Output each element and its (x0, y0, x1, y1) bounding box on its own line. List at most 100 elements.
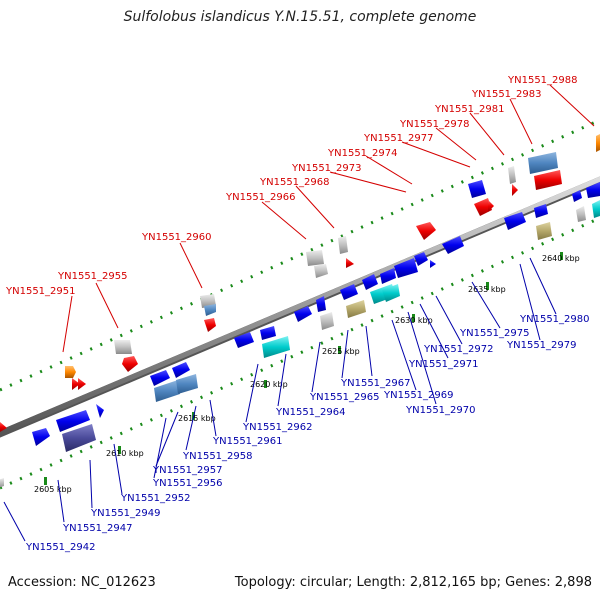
gene-feature[interactable] (114, 340, 132, 354)
gene-feature[interactable] (346, 300, 366, 318)
gene-label-lower[interactable]: YN1551_2967 (340, 378, 411, 389)
gene-label-lower[interactable]: YN1551_2969 (383, 390, 454, 401)
gene-feature[interactable] (314, 264, 328, 278)
gene-feature[interactable] (96, 404, 104, 418)
gene-label-lower[interactable]: YN1551_2947 (62, 523, 133, 534)
gene-feature[interactable] (204, 304, 216, 316)
gene-label-upper[interactable]: YN1551_2951 (5, 286, 76, 297)
gene-feature[interactable] (176, 374, 198, 394)
gene-feature[interactable] (576, 206, 586, 222)
gene-label-upper[interactable]: YN1551_2978 (399, 119, 470, 130)
gene-label-lower[interactable]: YN1551_2962 (242, 422, 313, 433)
gene-label-lower[interactable]: YN1551_2975 (459, 328, 530, 339)
gene-label-lower[interactable]: YN1551_2980 (519, 314, 590, 325)
gene-label-upper[interactable]: YN1551_2974 (327, 148, 398, 159)
gene-feature[interactable] (294, 306, 312, 322)
gene-feature[interactable] (154, 380, 180, 402)
gene-label-upper[interactable]: YN1551_2983 (471, 89, 542, 100)
gene-label-lower[interactable]: YN1551_2957 (152, 465, 223, 476)
gene-feature[interactable] (362, 274, 378, 290)
gene-feature[interactable] (380, 268, 396, 284)
gene-label-lower[interactable]: YN1551_2964 (275, 407, 346, 418)
gene-feature[interactable] (536, 222, 552, 240)
gene-feature[interactable] (586, 182, 600, 198)
gene-feature[interactable] (62, 424, 96, 452)
genome-summary-text: Topology: circular; Length: 2,812,165 bp… (234, 575, 592, 590)
scale-tick-label: 2605 kbp (34, 485, 72, 494)
gene-feature[interactable] (56, 410, 90, 432)
gene-feature[interactable] (32, 428, 50, 446)
gene-feature[interactable] (172, 362, 190, 378)
gene-feature[interactable] (508, 166, 516, 184)
scale-tick-label: 2615 kbp (178, 414, 216, 423)
gene-feature[interactable] (534, 204, 548, 218)
gene-label-lower[interactable]: YN1551_2970 (405, 405, 476, 416)
gene-feature[interactable] (204, 318, 216, 332)
gene-label-upper[interactable]: YN1551_2955 (57, 271, 128, 282)
gene-feature[interactable] (306, 250, 324, 266)
gene-feature[interactable] (260, 326, 276, 340)
gene-feature[interactable] (78, 378, 86, 390)
gene-label-lower[interactable]: YN1551_2949 (90, 508, 161, 519)
genome-backbone (0, 176, 600, 438)
gene-label-lower[interactable]: YN1551_2972 (423, 344, 494, 355)
gene-label-upper[interactable]: YN1551_2988 (507, 75, 578, 86)
gene-feature[interactable] (430, 260, 436, 268)
scale-tick-label: 2625 kbp (322, 347, 360, 356)
gene-label-lower[interactable]: YN1551_2965 (309, 392, 380, 403)
gene-feature[interactable] (338, 236, 348, 254)
gene-feature[interactable] (0, 422, 7, 432)
gene-feature[interactable] (534, 170, 562, 190)
gene-feature[interactable] (200, 294, 216, 308)
gene-feature[interactable] (504, 212, 526, 230)
middle-gene-features (0, 182, 600, 488)
gene-label-upper[interactable]: YN1551_2981 (434, 104, 505, 115)
gene-feature[interactable] (474, 198, 492, 216)
gene-feature[interactable] (572, 190, 582, 202)
gene-feature[interactable] (382, 284, 400, 302)
gene-feature[interactable] (414, 252, 428, 266)
gene-feature[interactable] (262, 336, 290, 358)
scale-tick-label: 2635 kbp (468, 285, 506, 294)
gene-label-lower[interactable]: YN1551_2971 (408, 359, 479, 370)
scale-tick-label: 2630 kbp (395, 316, 433, 325)
gene-label-upper[interactable]: YN1551_2968 (259, 177, 330, 188)
genome-title: Sulfolobus islandicus Y.N.15.51, complet… (123, 9, 477, 25)
gene-label-lower[interactable]: YN1551_2979 (506, 340, 577, 351)
gene-label-lower[interactable]: YN1551_2956 (152, 478, 223, 489)
gene-feature[interactable] (528, 152, 558, 174)
gene-feature[interactable] (320, 312, 334, 330)
gene-feature[interactable] (340, 284, 358, 300)
gene-label-lower[interactable]: YN1551_2952 (120, 493, 191, 504)
gene-feature[interactable] (150, 370, 170, 386)
gene-feature[interactable] (416, 222, 436, 240)
gene-feature[interactable] (394, 258, 418, 278)
gene-feature[interactable] (596, 134, 600, 152)
gene-feature[interactable] (512, 184, 518, 196)
scale-tick-label: 2620 kbp (250, 380, 288, 389)
gene-feature[interactable] (0, 478, 4, 488)
gene-feature[interactable] (346, 258, 354, 268)
upper-gene-features (0, 134, 600, 432)
gene-feature[interactable] (65, 366, 76, 378)
gene-label-upper[interactable]: YN1551_2973 (291, 163, 362, 174)
gene-feature[interactable] (468, 180, 486, 198)
leader-lines (3, 84, 595, 542)
gene-feature[interactable] (442, 236, 464, 254)
gene-feature[interactable] (72, 378, 80, 390)
gene-label-upper[interactable]: YN1551_2960 (141, 232, 212, 243)
gene-label-lower[interactable]: YN1551_2961 (212, 436, 283, 447)
gene-label-lower[interactable]: YN1551_2958 (182, 451, 253, 462)
lower-gene-labels: YN1551_2942 YN1551_2947 YN1551_2949 YN15… (25, 314, 590, 553)
gene-feature[interactable] (592, 200, 600, 218)
gene-feature[interactable] (122, 356, 138, 372)
gene-feature[interactable] (316, 296, 326, 312)
gene-label-upper[interactable]: YN1551_2977 (363, 133, 434, 144)
gene-feature[interactable] (488, 200, 494, 212)
gene-label-upper[interactable]: YN1551_2966 (225, 192, 296, 203)
lower-dotted-track (0, 216, 600, 490)
gene-label-lower[interactable]: YN1551_2942 (25, 542, 96, 553)
scale-tick-label: 2610 kbp (106, 449, 144, 458)
gene-feature[interactable] (234, 332, 254, 348)
